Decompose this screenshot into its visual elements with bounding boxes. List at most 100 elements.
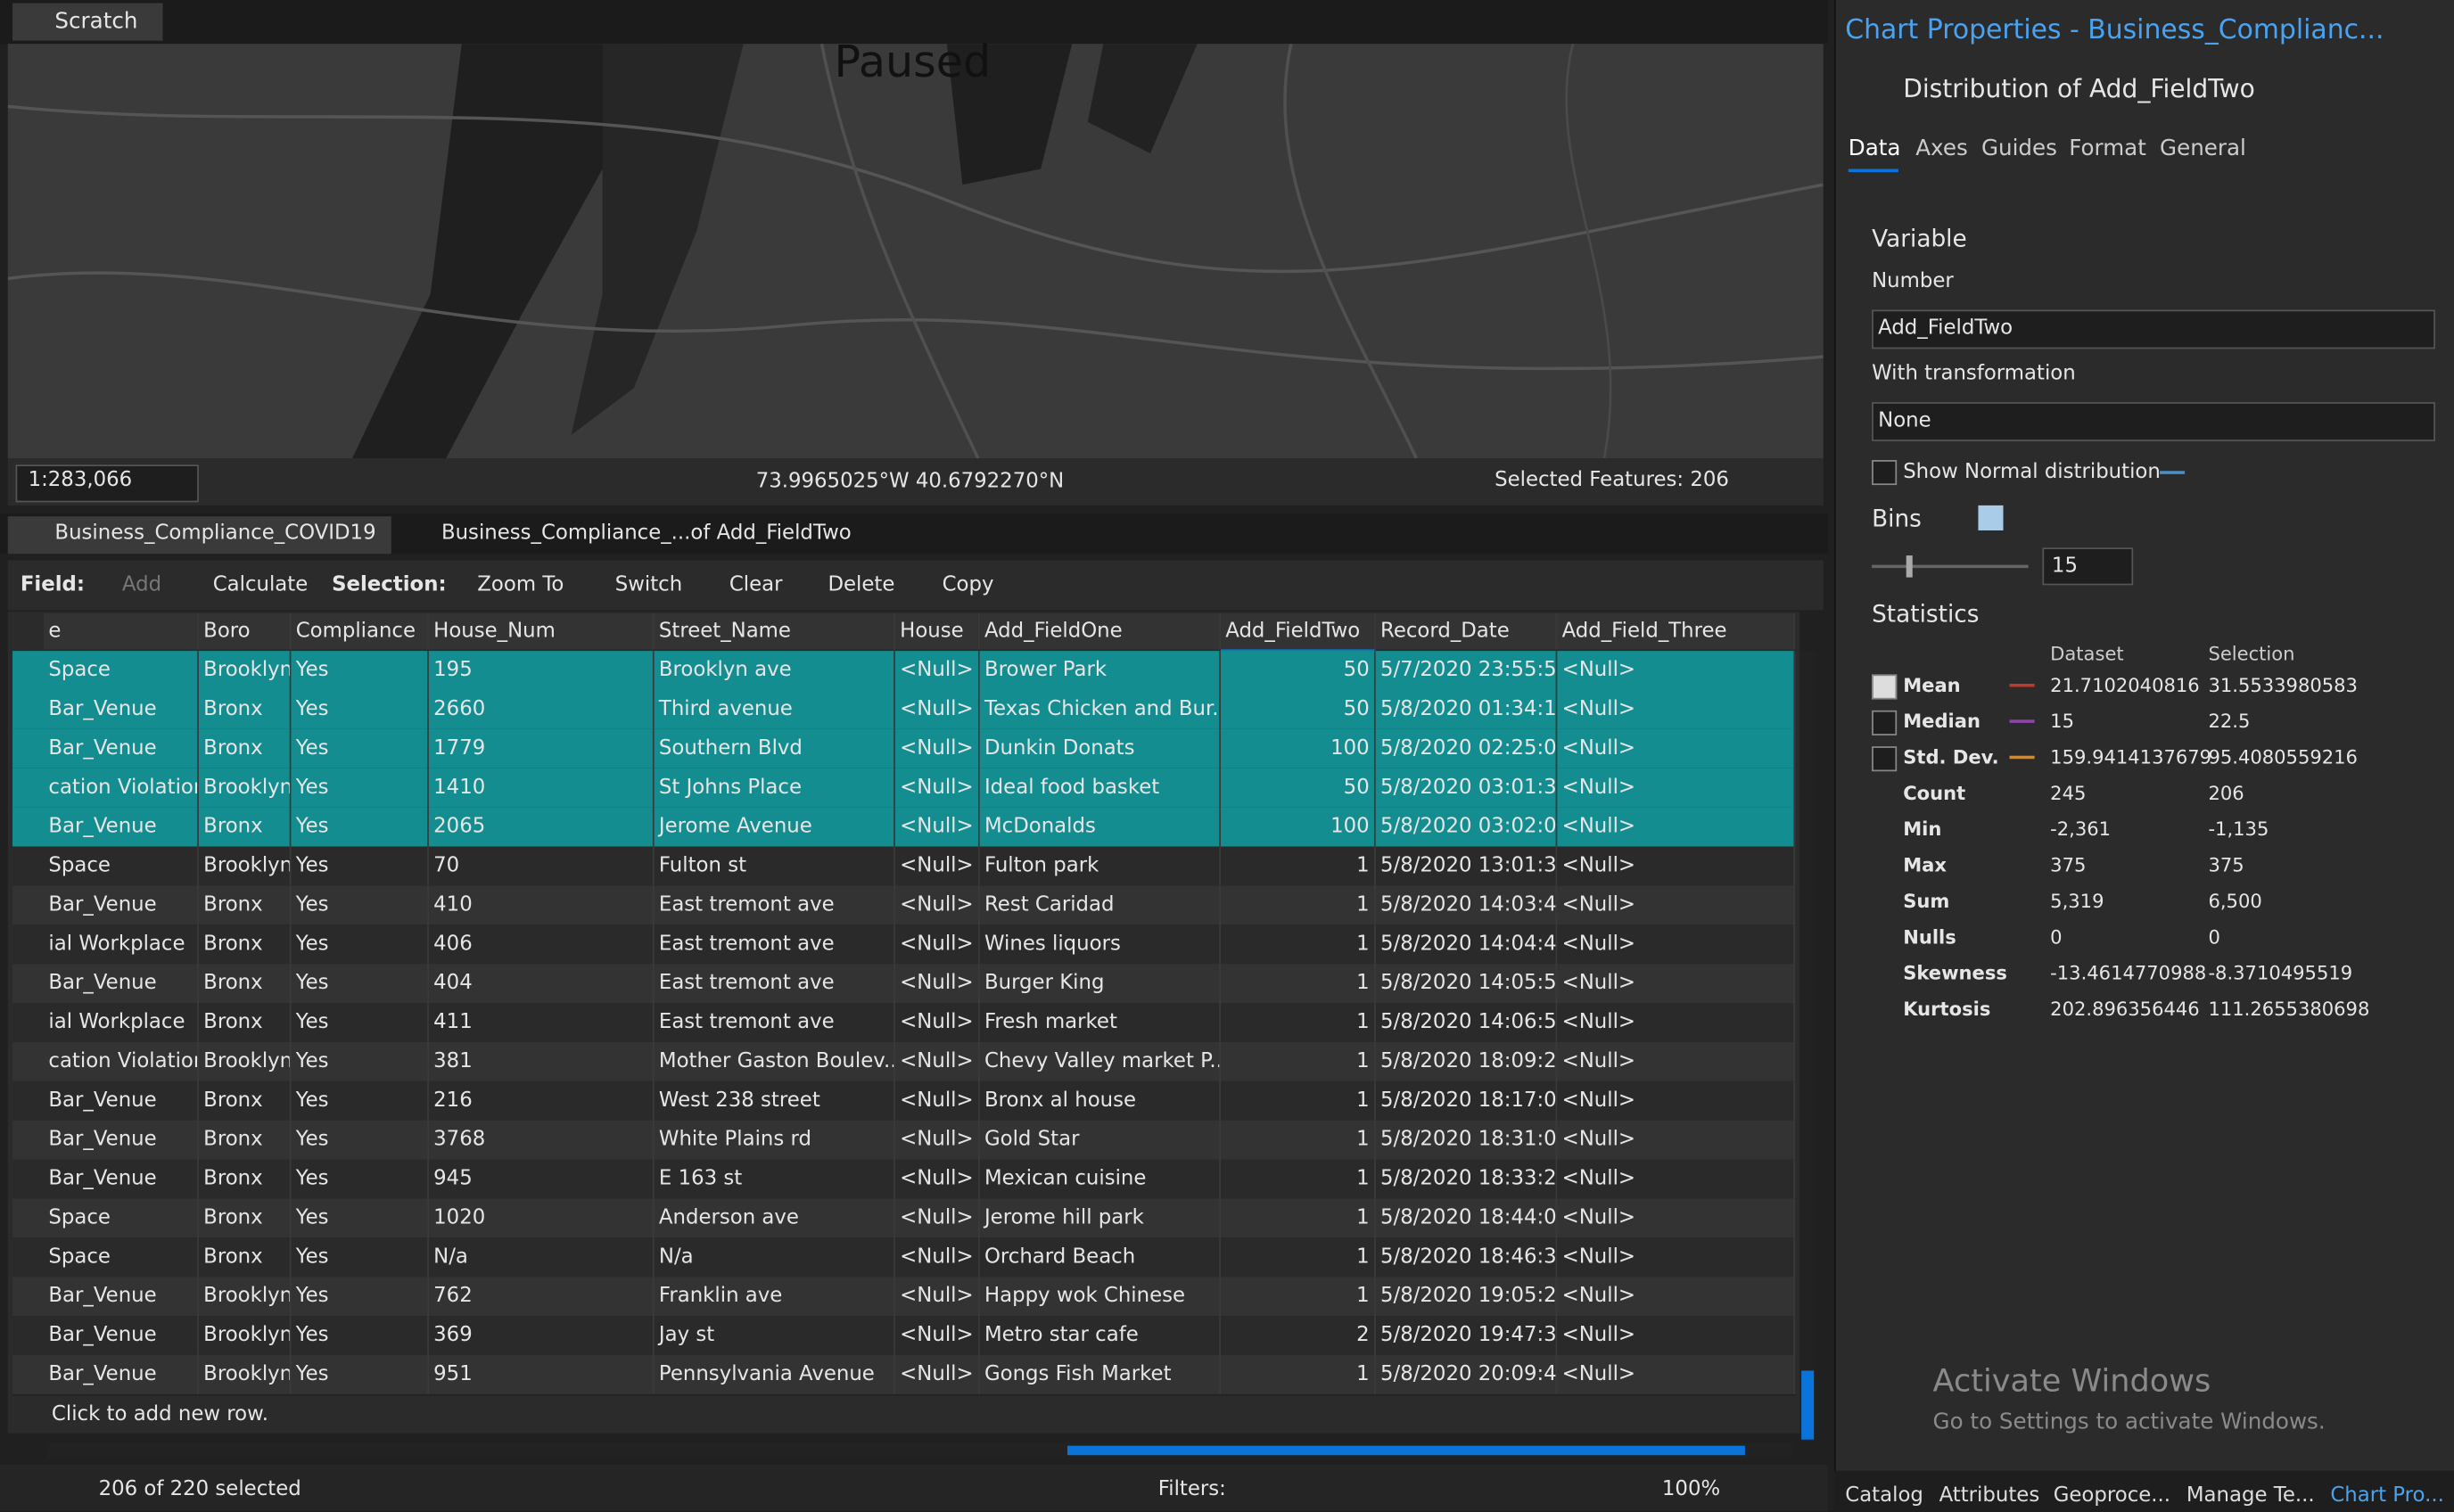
bins-slider[interactable] (1872, 555, 2029, 578)
table-cell[interactable]: Brooklyn (199, 768, 292, 808)
table-cell[interactable]: 5/8/2020 18:17:05 (1376, 1081, 1558, 1121)
table-cell[interactable]: <Null> (1557, 651, 1796, 690)
table-cell[interactable]: Chevy Valley market P... (980, 1041, 1221, 1081)
column-header[interactable]: Boro (198, 612, 292, 650)
column-header[interactable]: House_Num (428, 612, 655, 650)
table-cell[interactable]: 5/8/2020 20:09:41 (1376, 1354, 1558, 1394)
table-cell[interactable]: ial Workplace (44, 924, 199, 965)
table-cell[interactable]: 1410 (429, 768, 655, 808)
normal-checkbox[interactable] (1872, 459, 1898, 486)
table-cell[interactable]: E 163 st (655, 1159, 895, 1199)
table-cell[interactable]: <Null> (1557, 1081, 1796, 1121)
h-scrollbar[interactable] (46, 1442, 1792, 1459)
property-tab[interactable]: Data (1848, 136, 1901, 161)
table-cell[interactable]: Bronx (199, 1237, 292, 1278)
column-header[interactable]: Compliance (291, 612, 429, 650)
table-cell[interactable]: Jerome hill park (980, 1198, 1221, 1238)
table-cell[interactable]: Yes (291, 1003, 429, 1042)
table-cell[interactable]: 5/8/2020 03:02:01 (1376, 807, 1558, 847)
table-cell[interactable]: N/a (429, 1237, 655, 1278)
number-dropdown[interactable] (1872, 309, 2435, 349)
table-cell[interactable]: Brooklyn (199, 1354, 292, 1394)
column-header[interactable]: Add_Field_Three (1557, 612, 1796, 650)
table-cell[interactable]: 5/8/2020 18:33:24 (1376, 1159, 1558, 1199)
table-cell[interactable]: Bar_Venue (44, 1277, 199, 1317)
table-tab-title[interactable]: Business_Compliance_...of Add_FieldTwo (441, 522, 852, 546)
table-cell[interactable]: <Null> (1557, 885, 1796, 925)
table-cell[interactable]: <Null> (1557, 1316, 1796, 1355)
property-tab[interactable]: Axes (1915, 136, 1968, 161)
table-cell[interactable]: 5/8/2020 03:01:31 (1376, 768, 1558, 808)
table-cell[interactable]: <Null> (895, 1041, 980, 1081)
pane-tab[interactable]: Manage Te... (2186, 1483, 2315, 1508)
table-cell[interactable]: <Null> (1557, 1159, 1796, 1199)
bins-value[interactable]: 15 (2051, 555, 2078, 579)
table-cell[interactable]: 1 (1221, 1354, 1376, 1394)
map-view[interactable] (7, 44, 1824, 459)
table-cell[interactable]: 1 (1221, 1277, 1376, 1317)
table-cell[interactable]: Mexican cuisine (980, 1159, 1221, 1199)
table-cell[interactable]: Happy wok Chinese (980, 1277, 1221, 1317)
table-cell[interactable]: East tremont ave (655, 885, 895, 925)
map-tab-title[interactable]: Scratch (54, 9, 138, 35)
table-cell[interactable]: <Null> (1557, 1041, 1796, 1081)
table-cell[interactable]: cation Violation (44, 1041, 199, 1081)
table-cell[interactable]: Fulton st (655, 846, 895, 886)
table-cell[interactable]: Brooklyn (199, 846, 292, 886)
table-cell[interactable]: <Null> (895, 1120, 980, 1160)
table-cell[interactable]: 410 (429, 885, 655, 925)
table-cell[interactable]: ial Workplace (44, 1003, 199, 1042)
table-cell[interactable]: Yes (291, 1354, 429, 1394)
map-tab[interactable] (12, 3, 163, 41)
table-cell[interactable]: 411 (429, 1003, 655, 1042)
table-cell[interactable]: Burger King (980, 964, 1221, 1004)
table-cell[interactable]: Brower Park (980, 651, 1221, 690)
add-row[interactable]: Click to add new row. (51, 1402, 268, 1426)
table-cell[interactable]: 1779 (429, 728, 655, 768)
table-cell[interactable]: 195 (429, 651, 655, 690)
table-cell[interactable]: <Null> (895, 1003, 980, 1042)
table-cell[interactable]: <Null> (895, 964, 980, 1004)
table-cell[interactable]: Yes (291, 807, 429, 847)
table-cell[interactable]: 2 (1221, 1316, 1376, 1355)
table-cell[interactable]: Bronx al house (980, 1081, 1221, 1121)
table-cell[interactable]: East tremont ave (655, 1003, 895, 1042)
table-cell[interactable]: Yes (291, 964, 429, 1004)
table-cell[interactable]: Brooklyn (199, 1277, 292, 1317)
table-row[interactable] (12, 1081, 1796, 1122)
field-button[interactable]: Calculate (212, 573, 309, 597)
table-cell[interactable]: Wines liquors (980, 924, 1221, 965)
table-cell[interactable]: St Johns Place (655, 768, 895, 808)
column-header[interactable]: House (894, 612, 980, 650)
table-cell[interactable]: Bar_Venue (44, 1159, 199, 1199)
table-cell[interactable]: Bronx (199, 1198, 292, 1238)
table-cell[interactable]: N/a (655, 1237, 895, 1278)
table-cell[interactable]: Mother Gaston Boulev... (655, 1041, 895, 1081)
table-cell[interactable]: Bronx (199, 885, 292, 925)
table-cell[interactable]: <Null> (895, 1237, 980, 1278)
transformation-dropdown[interactable] (1872, 402, 2435, 441)
table-cell[interactable]: Bar_Venue (44, 1120, 199, 1160)
table-cell[interactable]: 3768 (429, 1120, 655, 1160)
scale-box[interactable] (15, 464, 199, 503)
column-header[interactable]: Add_FieldOne (979, 612, 1221, 650)
table-cell[interactable]: Yes (291, 924, 429, 965)
table-cell[interactable]: 1 (1221, 1120, 1376, 1160)
table-cell[interactable]: 5/8/2020 01:34:15 (1376, 689, 1558, 729)
table-cell[interactable]: <Null> (1557, 1237, 1796, 1278)
table-cell[interactable]: Anderson ave (655, 1198, 895, 1238)
table-cell[interactable]: 406 (429, 924, 655, 965)
table-cell[interactable]: 945 (429, 1159, 655, 1199)
table-cell[interactable]: 1020 (429, 1198, 655, 1238)
table-cell[interactable]: 1 (1221, 885, 1376, 925)
table-cell[interactable]: <Null> (1557, 1120, 1796, 1160)
column-header[interactable]: Add_FieldTwo (1220, 612, 1376, 653)
table-cell[interactable]: 216 (429, 1081, 655, 1121)
dropdown-value[interactable]: None (1878, 408, 1931, 433)
table-cell[interactable]: 50 (1221, 768, 1376, 808)
table-cell[interactable]: Yes (291, 651, 429, 690)
selection-button[interactable]: Copy (942, 573, 994, 597)
table-cell[interactable]: Yes (291, 1316, 429, 1355)
table-cell[interactable]: Dunkin Donats (980, 728, 1221, 768)
table-cell[interactable]: Yes (291, 1041, 429, 1081)
